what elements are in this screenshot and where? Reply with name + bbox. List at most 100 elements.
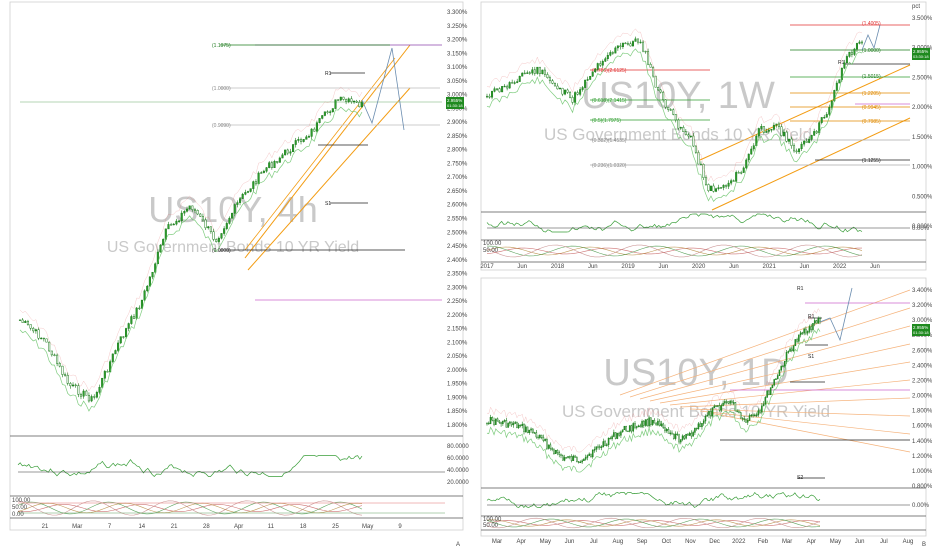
candle-body (599, 63, 602, 66)
candle-body (90, 396, 93, 402)
candle-body (151, 271, 154, 278)
candle-body (602, 441, 605, 447)
candle-body (486, 422, 488, 425)
p1d-y-tick: 2.200% (912, 378, 932, 384)
candle-body (170, 224, 173, 226)
p1d-x-tick: Feb (758, 539, 769, 545)
candle-body (738, 411, 740, 413)
candle-body (810, 326, 812, 330)
candle-body (159, 244, 162, 253)
candle-body (228, 217, 231, 224)
candle-body (776, 375, 779, 380)
candle-body (547, 444, 550, 449)
candle-body (114, 350, 117, 355)
candle-body (815, 131, 818, 134)
candle-body (586, 455, 589, 458)
panel-1d[interactable]: US10Y, 1D US Government Bonds 10 YR Yield… (480, 277, 932, 545)
candle-body (29, 324, 32, 329)
channel-mid (244, 57, 396, 251)
p4h-x-tick: Apr (234, 524, 243, 530)
candle-body (518, 75, 521, 82)
level-label: S1 (808, 354, 814, 360)
candle-body (644, 50, 647, 53)
candle-body (715, 405, 717, 407)
level-label: (0.382)(1.4535) (592, 138, 627, 144)
candle-body (620, 431, 622, 436)
candle-body (762, 403, 765, 407)
candle-body (672, 109, 675, 115)
candle-body (694, 145, 697, 153)
p1d-y-tick: 3.000% (912, 318, 932, 324)
candle-body (122, 336, 125, 338)
candle-body (584, 457, 587, 460)
candle-body (688, 432, 691, 436)
price-tag-time: 03:30:18 (913, 54, 929, 59)
candle-body (830, 100, 833, 108)
p1w-y-tick: 3.500% (912, 16, 932, 22)
candle-body (26, 321, 29, 325)
candle-body (662, 423, 664, 428)
candle-body (590, 453, 592, 458)
supertrend-resistance (486, 28, 863, 182)
cycle-line (486, 247, 863, 255)
candle-body (643, 420, 645, 426)
candle-body (34, 329, 37, 332)
candle-body (850, 51, 853, 55)
candle-body (58, 363, 61, 367)
candle-body (209, 226, 212, 232)
candle-body (546, 439, 548, 449)
candle-body (572, 455, 575, 461)
candle-body (241, 193, 244, 199)
p4h-x-tick: 28 (203, 524, 210, 530)
candle-body (606, 54, 609, 59)
supertrend-resistance (19, 86, 363, 392)
candle-body (130, 316, 133, 324)
candle-body (757, 410, 760, 416)
candle-body (540, 434, 543, 438)
p1w-y-tick: 1.500% (912, 135, 932, 141)
candle-body (503, 420, 506, 422)
p4h-x-tick: 21 (171, 524, 178, 530)
candle-body (725, 401, 728, 403)
pitchfork-line (669, 379, 911, 406)
candle-body (201, 216, 204, 221)
candle-body (167, 224, 170, 230)
candle-body (704, 415, 707, 422)
candle-body (276, 161, 279, 163)
p1w-x-tick: 2021 (763, 264, 777, 270)
candle-body (699, 423, 701, 428)
corner-button-a[interactable]: A (456, 542, 460, 548)
corner-button-b[interactable]: B (922, 542, 926, 548)
candle-body (808, 326, 811, 332)
level-label: (1.1975) (212, 43, 231, 49)
candle-body (762, 126, 765, 133)
level-label: (1.4005) (862, 21, 881, 27)
candle-body (709, 410, 712, 417)
candle-body (326, 111, 329, 113)
candle-body (360, 101, 364, 108)
candle-body (220, 233, 223, 239)
candle-body (828, 107, 831, 115)
candle-body (745, 418, 747, 423)
watermark-description: US Government Bonds 10 YR Yield (562, 402, 830, 421)
candle-body (533, 69, 536, 74)
p1w-osc-tick: 0.00% (912, 226, 930, 232)
candle-body (495, 418, 497, 425)
pitchfork-line (659, 361, 911, 404)
candle-body (621, 42, 624, 48)
candle-body (614, 47, 617, 54)
candle-body (618, 432, 620, 436)
candle-body (286, 149, 289, 154)
candle-body (501, 86, 504, 93)
candle-body (699, 163, 702, 166)
candle-body (355, 100, 358, 103)
pitchfork-line (639, 325, 911, 400)
candle-body (526, 72, 529, 74)
cycle-line (486, 520, 821, 526)
candle-body (505, 420, 508, 428)
candle-body (750, 414, 753, 417)
candle-body (731, 400, 733, 403)
candle-body (143, 290, 146, 301)
